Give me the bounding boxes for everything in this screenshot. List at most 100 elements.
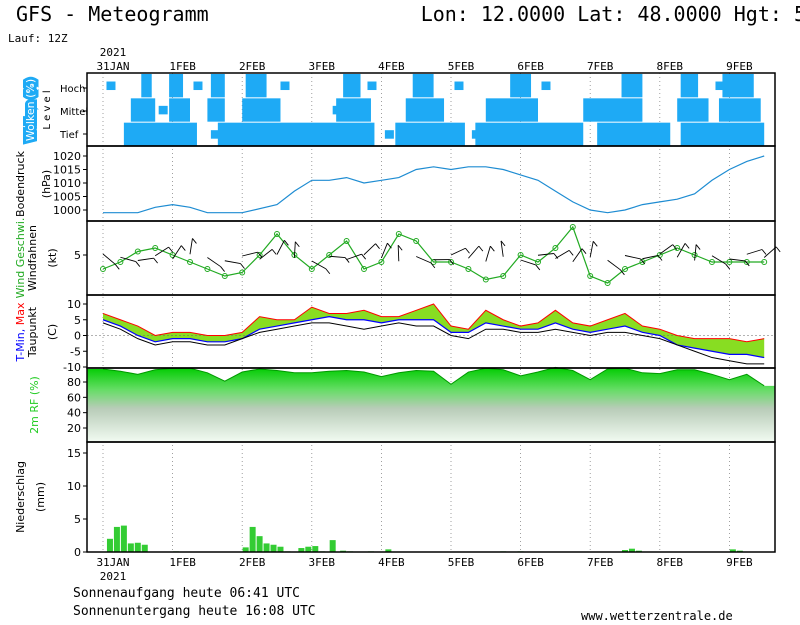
sunset-text: Sonnenuntergang heute 16:08 UTC [73, 604, 316, 619]
tmax-label: Max [14, 302, 27, 325]
wind-speed-marker [726, 259, 733, 265]
wind-barb [572, 248, 583, 263]
wind-barb [729, 258, 746, 262]
wind-barb-flag [725, 263, 731, 270]
cloud-patch [715, 81, 725, 91]
cloud-patch [158, 105, 168, 115]
wind-barb [346, 253, 362, 260]
precip-bar [127, 543, 134, 552]
temperature-tick-label: 5 [74, 314, 81, 327]
wind-barb [242, 251, 258, 257]
wind-barb-flag [257, 251, 263, 258]
wind-barb-flag [294, 241, 300, 248]
wind-barb [520, 259, 536, 266]
wind-speed-marker [134, 248, 141, 255]
wind-barb [589, 241, 594, 258]
website-link[interactable]: www.wetterzentrale.de [581, 609, 733, 623]
wind-barb-flag [775, 246, 781, 253]
humidity-ylabel: 2m RF (%) [28, 376, 41, 434]
wind-barb-flag [535, 264, 541, 271]
wind-barb-flag [581, 248, 587, 254]
precip-ylabel: Niederschlag [14, 461, 27, 533]
cloud-band-hoch [343, 74, 361, 98]
cloud-band-hoch [510, 74, 532, 98]
wind-speed-marker [152, 245, 159, 251]
wind-barb [450, 247, 466, 256]
cloud-patch [454, 81, 464, 91]
wind-barb-flag [465, 247, 470, 254]
cloud-patch [106, 81, 116, 91]
precip-bar [242, 547, 249, 552]
humidity-ylabel-text: 2m RF (%) [28, 376, 41, 434]
data-layer [87, 74, 781, 552]
wind-speed-marker [674, 245, 681, 251]
wind-speed-marker [604, 280, 611, 286]
wind-ylabel-barbs: Windfahnen [26, 225, 39, 291]
cloud-band-tief [597, 122, 671, 146]
pressure-unit-text: (hPa) [40, 170, 53, 198]
wind-barb [224, 260, 241, 265]
wind-speed-marker [743, 259, 750, 265]
cloud-band-mittel [583, 98, 643, 122]
wind-barb [537, 253, 554, 256]
pressure-tick-label: 1020 [53, 150, 81, 163]
wind-barb [380, 242, 388, 259]
cloud-band-hoch [141, 74, 152, 98]
day-label-top: 7FEB [587, 60, 614, 73]
wind-barb-flag [478, 245, 484, 252]
wind-speed-marker [535, 259, 541, 265]
wind-speed-marker [378, 259, 385, 265]
day-label-bottom: 1FEB [169, 556, 196, 569]
chart-title: GFS - Meteogramm [16, 2, 209, 26]
wind-barb [311, 260, 327, 270]
wind-unit-text: (kt) [46, 248, 59, 267]
precip-ylabel-text: Niederschlag [14, 461, 27, 533]
cloud-patch [367, 81, 377, 91]
wind-speed-marker [761, 259, 768, 265]
cloud-ylabel-text: Wolken (%) [24, 79, 37, 141]
wind-speed-marker [256, 252, 263, 258]
pressure-line [103, 155, 765, 214]
wind-barb [468, 245, 480, 259]
wind-barb-flag [620, 269, 625, 276]
precip-bar [113, 526, 120, 552]
panel-frames [86, 72, 776, 553]
wind-speed-marker [622, 266, 628, 272]
cloud-band-tief [395, 122, 465, 146]
wind-barb-flag [640, 258, 645, 265]
humidity-area [87, 367, 775, 442]
wind-barb-flag [114, 264, 120, 270]
cloud-patch [280, 81, 290, 91]
wind-ylabel-speed: Wind Geschwi. [14, 218, 27, 299]
dewpoint-line [102, 322, 765, 365]
wind-speed-marker [709, 259, 715, 265]
day-label-bottom: 4FEB [378, 556, 405, 569]
precip-tick-label: 15 [67, 447, 81, 460]
cloud-band-mittel [169, 98, 190, 122]
panel-bg-precipitation [87, 442, 775, 552]
wind-speed-marker [221, 273, 228, 279]
wind-barb [397, 245, 400, 262]
panel-frame-precipitation [86, 441, 776, 553]
wind-barb-flag [489, 245, 495, 252]
precip-bar [263, 543, 270, 552]
cloud-patch [332, 105, 342, 115]
sunrise-text: Sonnenaufgang heute 06:41 UTC [73, 586, 300, 601]
wind-speed-marker [239, 269, 246, 276]
cloud-band-mittel [718, 98, 761, 122]
humidity-tick-label: 40 [67, 407, 81, 420]
dewpoint-ylabel: Taupunkt [26, 306, 39, 358]
wind-speed-marker [117, 259, 124, 265]
wind-speed-marker [274, 231, 280, 237]
wind-speed-marker [465, 266, 472, 272]
wind-barb-flag [430, 262, 436, 269]
cloud-ylabel-side: L e v e l [42, 90, 53, 129]
precip-bar [305, 546, 312, 552]
wind-barb [154, 246, 169, 257]
cloud-band-mittel [677, 98, 709, 122]
wind-barb [694, 244, 697, 261]
wind-barb [120, 256, 136, 263]
wind-speed-marker [361, 266, 367, 272]
wind-speed-marker [413, 238, 420, 244]
